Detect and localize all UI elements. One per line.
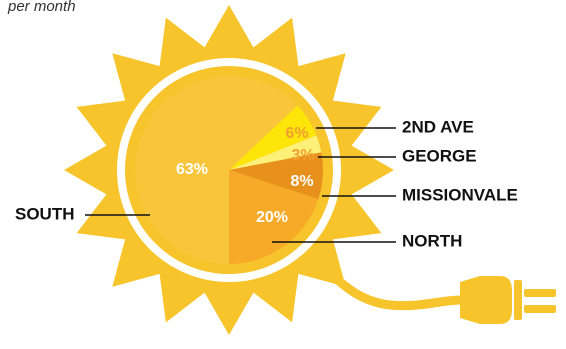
category-label: NORTH	[402, 231, 462, 250]
pie-slice	[134, 76, 298, 265]
value-label: 3%	[291, 147, 314, 164]
plug-base	[514, 280, 522, 320]
value-label: 63%	[176, 161, 208, 178]
category-label: SOUTH	[15, 204, 75, 223]
value-label: 8%	[290, 173, 313, 190]
plug-prong	[524, 289, 556, 297]
value-label: 6%	[285, 125, 308, 142]
subtitle: per month	[7, 0, 76, 15]
category-label: GEORGE	[402, 146, 477, 165]
plug-prong	[524, 305, 556, 313]
pie-slice	[229, 152, 324, 200]
category-label: MISSIONVALE	[402, 185, 518, 204]
pie	[134, 76, 324, 265]
pie-slice	[229, 135, 322, 170]
plug	[460, 276, 512, 324]
cord	[298, 247, 463, 311]
category-label: 2ND AVE	[402, 117, 474, 136]
value-label: 20%	[256, 209, 288, 226]
pie-slice	[229, 105, 317, 170]
pie-slice	[229, 170, 319, 264]
